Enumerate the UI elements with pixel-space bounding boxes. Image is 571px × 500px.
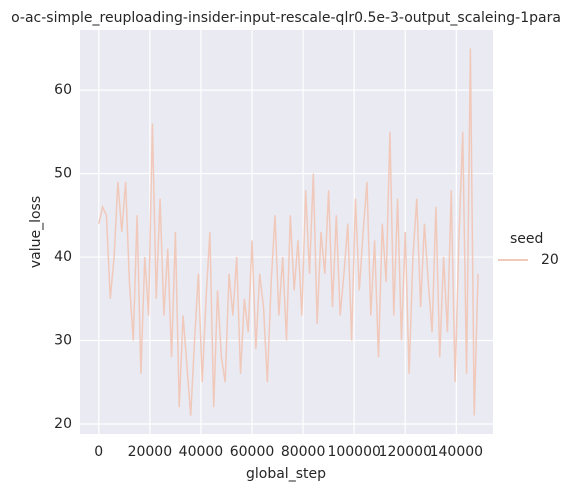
legend-title: seed — [510, 231, 543, 247]
x-tick-label: 120000 — [379, 444, 432, 460]
legend-label: 20 — [541, 252, 559, 268]
x-tick-label: 60000 — [230, 444, 275, 460]
y-tick-label: 50 — [54, 166, 72, 182]
x-axis-label: global_step — [246, 466, 326, 482]
y-tick-label: 20 — [54, 416, 72, 432]
y-axis-label: value_loss — [28, 196, 44, 268]
y-tick-label: 60 — [54, 82, 72, 98]
y-tick-label: 30 — [54, 333, 72, 349]
x-tick-label: 140000 — [430, 444, 483, 460]
x-tick-label: 20000 — [128, 444, 173, 460]
x-tick-label: 40000 — [179, 444, 224, 460]
line — [98, 48, 479, 416]
y-tick-label: 40 — [54, 249, 72, 265]
x-tick-label: 100000 — [327, 444, 380, 460]
x-tick-label: 0 — [94, 444, 103, 460]
x-tick-label: 80000 — [281, 444, 326, 460]
chart-title: o-ac-simple_reuploading-insider-input-re… — [11, 10, 561, 26]
